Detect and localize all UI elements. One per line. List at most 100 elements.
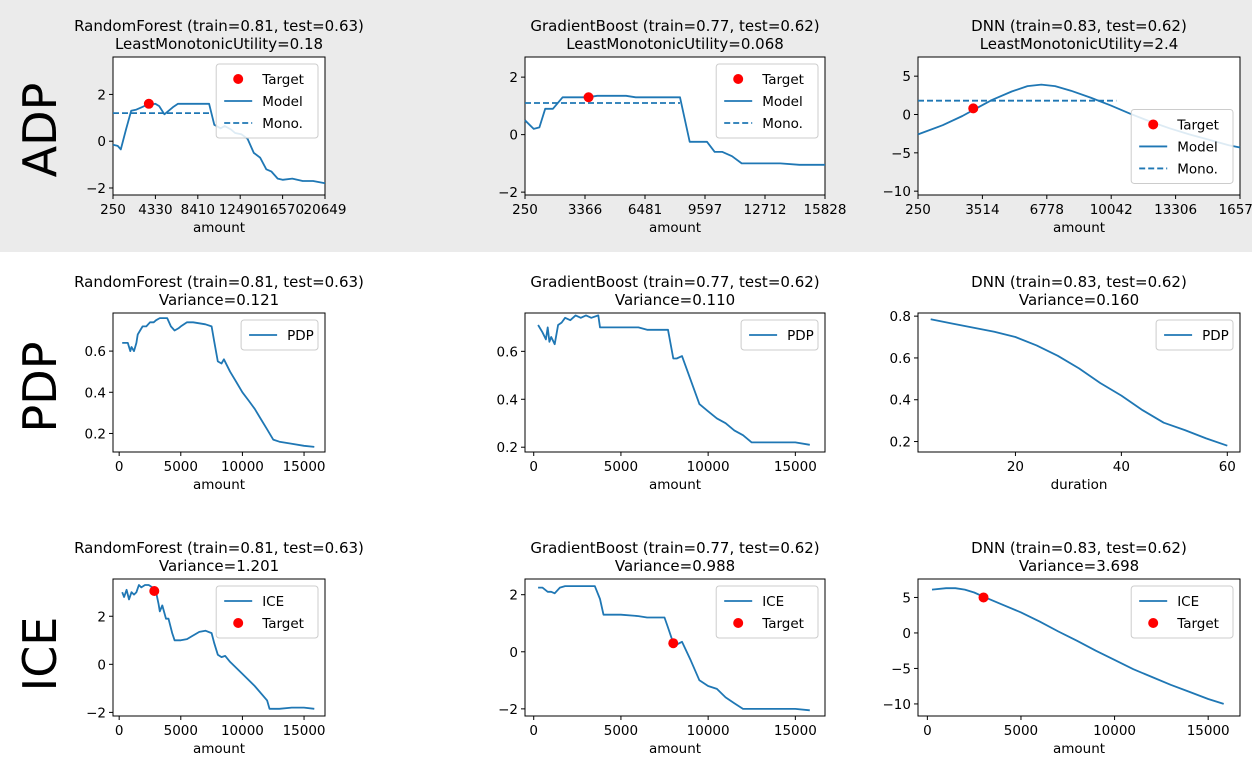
- model-line: [931, 587, 1224, 705]
- x-tick-label: 10000: [687, 459, 730, 475]
- y-tick-label: 0.2: [85, 426, 106, 442]
- x-axis-label: amount: [193, 477, 245, 493]
- x-tick-label: 40: [1113, 459, 1130, 475]
- y-tick-label: 5: [902, 590, 911, 606]
- legend-label: ICE: [762, 594, 784, 610]
- x-tick-label: 250: [905, 202, 931, 218]
- model-line: [112, 102, 326, 185]
- y-tick-label: 0.4: [85, 385, 106, 401]
- legend: PDP: [740, 319, 819, 351]
- model-line: [537, 314, 810, 446]
- legend: Target Model Mono.: [215, 63, 319, 139]
- x-tick-label: 5000: [164, 459, 198, 475]
- subplot-title: DNN (train=0.83, test=0.62): [971, 273, 1187, 291]
- legend-label: Target: [761, 616, 804, 632]
- subplot-title: GradientBoost (train=0.77, test=0.62): [530, 273, 819, 291]
- legend: Target Model Mono.: [1130, 108, 1234, 184]
- x-tick-label: 10000: [221, 459, 264, 475]
- legend: PDP: [1155, 319, 1234, 351]
- x-tick-label: 15000: [774, 459, 817, 475]
- subplot-title: GradientBoost (train=0.77, test=0.62): [530, 539, 819, 557]
- legend-marker-target: [733, 618, 744, 628]
- x-tick-label: 250: [512, 202, 538, 218]
- model-line: [122, 317, 315, 448]
- subplot-0-2: DNN (train=0.83, test=0.62)LeastMonotoni…: [883, 17, 1252, 236]
- y-tick-label: −10: [883, 697, 912, 713]
- y-tick-label: 0: [509, 128, 518, 144]
- x-tick-label: 5000: [164, 723, 198, 739]
- model-line: [121, 584, 315, 710]
- legend-box: [740, 319, 819, 351]
- x-tick-label: 12490: [219, 202, 262, 218]
- x-tick-label: 15000: [283, 723, 326, 739]
- x-axis-label: amount: [193, 741, 245, 757]
- x-tick-label: 4330: [138, 202, 172, 218]
- y-tick-label: 0.2: [890, 435, 911, 451]
- x-tick-label: 250: [100, 202, 126, 218]
- x-tick-label: 16570: [1219, 202, 1252, 218]
- y-tick-label: 2: [509, 70, 518, 86]
- subplot-title: DNN (train=0.83, test=0.62): [971, 17, 1187, 35]
- y-tick-label: 0: [509, 645, 518, 661]
- legend-label: Target: [261, 72, 304, 88]
- legend-marker-target: [1148, 119, 1159, 130]
- legend: ICE Target: [215, 585, 319, 639]
- subplot-0-1: GradientBoost (train=0.77, test=0.62)Lea…: [498, 17, 846, 236]
- x-tick-label: 0: [115, 459, 124, 475]
- subplot-subtitle: LeastMonotonicUtility=0.068: [566, 35, 784, 53]
- model-line: [524, 94, 825, 166]
- target-point: [143, 98, 154, 109]
- x-tick-label: 16570: [261, 202, 304, 218]
- x-axis-label: amount: [649, 220, 701, 236]
- x-tick-label: 0: [115, 723, 124, 739]
- x-tick-label: 10042: [1090, 202, 1133, 218]
- subplot-title: RandomForest (train=0.81, test=0.63): [74, 17, 364, 35]
- y-tick-label: −5: [891, 146, 911, 162]
- y-tick-label: 0.4: [497, 392, 518, 408]
- model-line: [930, 318, 1228, 447]
- subplot-subtitle: Variance=0.110: [615, 291, 735, 309]
- x-tick-label: 5000: [604, 723, 638, 739]
- subplot-subtitle: Variance=1.201: [159, 557, 279, 575]
- legend-label: Target: [1176, 117, 1219, 133]
- legend: ICE Target: [1130, 585, 1234, 639]
- x-axis-label: amount: [649, 741, 701, 757]
- legend-label: ICE: [1177, 594, 1199, 610]
- y-tick-label: 0.4: [890, 393, 911, 409]
- target-point: [968, 103, 979, 114]
- y-tick-label: 0.2: [497, 440, 518, 456]
- x-axis-label: amount: [193, 220, 245, 236]
- x-tick-label: 6778: [1030, 202, 1064, 218]
- x-tick-label: 5000: [1004, 723, 1038, 739]
- legend-marker-target: [733, 74, 744, 84]
- x-tick-label: 5000: [604, 459, 638, 475]
- legend-label: Model: [762, 94, 803, 110]
- subplot-2-0: RandomForest (train=0.81, test=0.63)Vari…: [74, 539, 364, 757]
- legend-label: Mono.: [762, 116, 803, 132]
- y-tick-label: 0.6: [890, 351, 911, 367]
- legend-label: Target: [761, 72, 804, 88]
- subplot-title: RandomForest (train=0.81, test=0.63): [74, 273, 364, 291]
- x-axis-label: amount: [1053, 220, 1105, 236]
- subplot-subtitle: Variance=0.988: [615, 557, 735, 575]
- y-tick-label: 0.6: [85, 344, 106, 360]
- target-point: [978, 592, 989, 603]
- subplot-subtitle: Variance=0.160: [1019, 291, 1139, 309]
- subplot-subtitle: Variance=0.121: [159, 291, 279, 309]
- legend: ICE Target: [715, 585, 819, 639]
- legend-label: Target: [261, 616, 304, 632]
- subplot-title: GradientBoost (train=0.77, test=0.62): [530, 17, 819, 35]
- x-tick-label: 10000: [1093, 723, 1136, 739]
- legend-box: [240, 319, 319, 351]
- legend-label: Model: [1177, 139, 1218, 155]
- legend-label: Model: [262, 94, 303, 110]
- x-tick-label: 20649: [304, 202, 347, 218]
- x-tick-label: 12712: [744, 202, 787, 218]
- x-tick-label: 3514: [965, 202, 999, 218]
- x-axis-label: duration: [1051, 477, 1108, 493]
- subplot-subtitle: LeastMonotonicUtility=0.18: [115, 35, 323, 53]
- y-tick-label: 0: [902, 108, 911, 124]
- y-tick-label: −2: [498, 185, 518, 201]
- y-tick-label: 5: [902, 69, 911, 85]
